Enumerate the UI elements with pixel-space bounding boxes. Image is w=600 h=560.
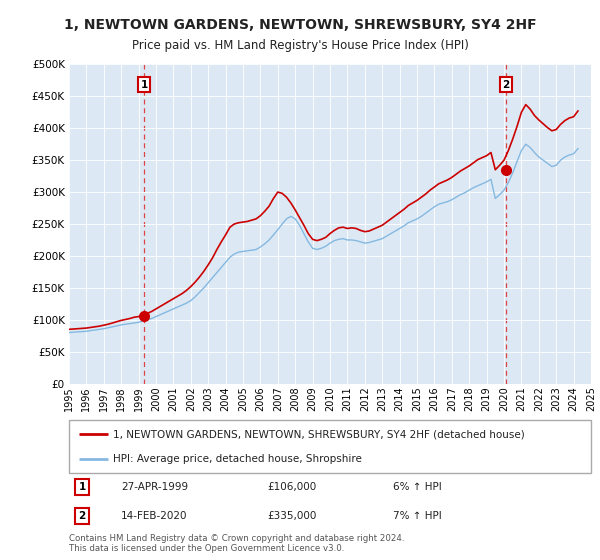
Text: 7% ↑ HPI: 7% ↑ HPI [392, 511, 442, 521]
Text: 6% ↑ HPI: 6% ↑ HPI [392, 482, 442, 492]
Text: Contains HM Land Registry data © Crown copyright and database right 2024.
This d: Contains HM Land Registry data © Crown c… [69, 534, 404, 553]
Text: 2: 2 [502, 80, 510, 90]
Text: 1: 1 [79, 482, 86, 492]
Text: 14-FEB-2020: 14-FEB-2020 [121, 511, 188, 521]
Text: Price paid vs. HM Land Registry's House Price Index (HPI): Price paid vs. HM Land Registry's House … [131, 39, 469, 52]
Text: 27-APR-1999: 27-APR-1999 [121, 482, 188, 492]
Text: 1: 1 [140, 80, 148, 90]
Text: HPI: Average price, detached house, Shropshire: HPI: Average price, detached house, Shro… [113, 454, 362, 464]
Text: 2: 2 [79, 511, 86, 521]
Text: £335,000: £335,000 [268, 511, 317, 521]
Text: 1, NEWTOWN GARDENS, NEWTOWN, SHREWSBURY, SY4 2HF: 1, NEWTOWN GARDENS, NEWTOWN, SHREWSBURY,… [64, 18, 536, 32]
Text: £106,000: £106,000 [268, 482, 317, 492]
Text: 1, NEWTOWN GARDENS, NEWTOWN, SHREWSBURY, SY4 2HF (detached house): 1, NEWTOWN GARDENS, NEWTOWN, SHREWSBURY,… [113, 430, 525, 440]
FancyBboxPatch shape [69, 420, 591, 473]
